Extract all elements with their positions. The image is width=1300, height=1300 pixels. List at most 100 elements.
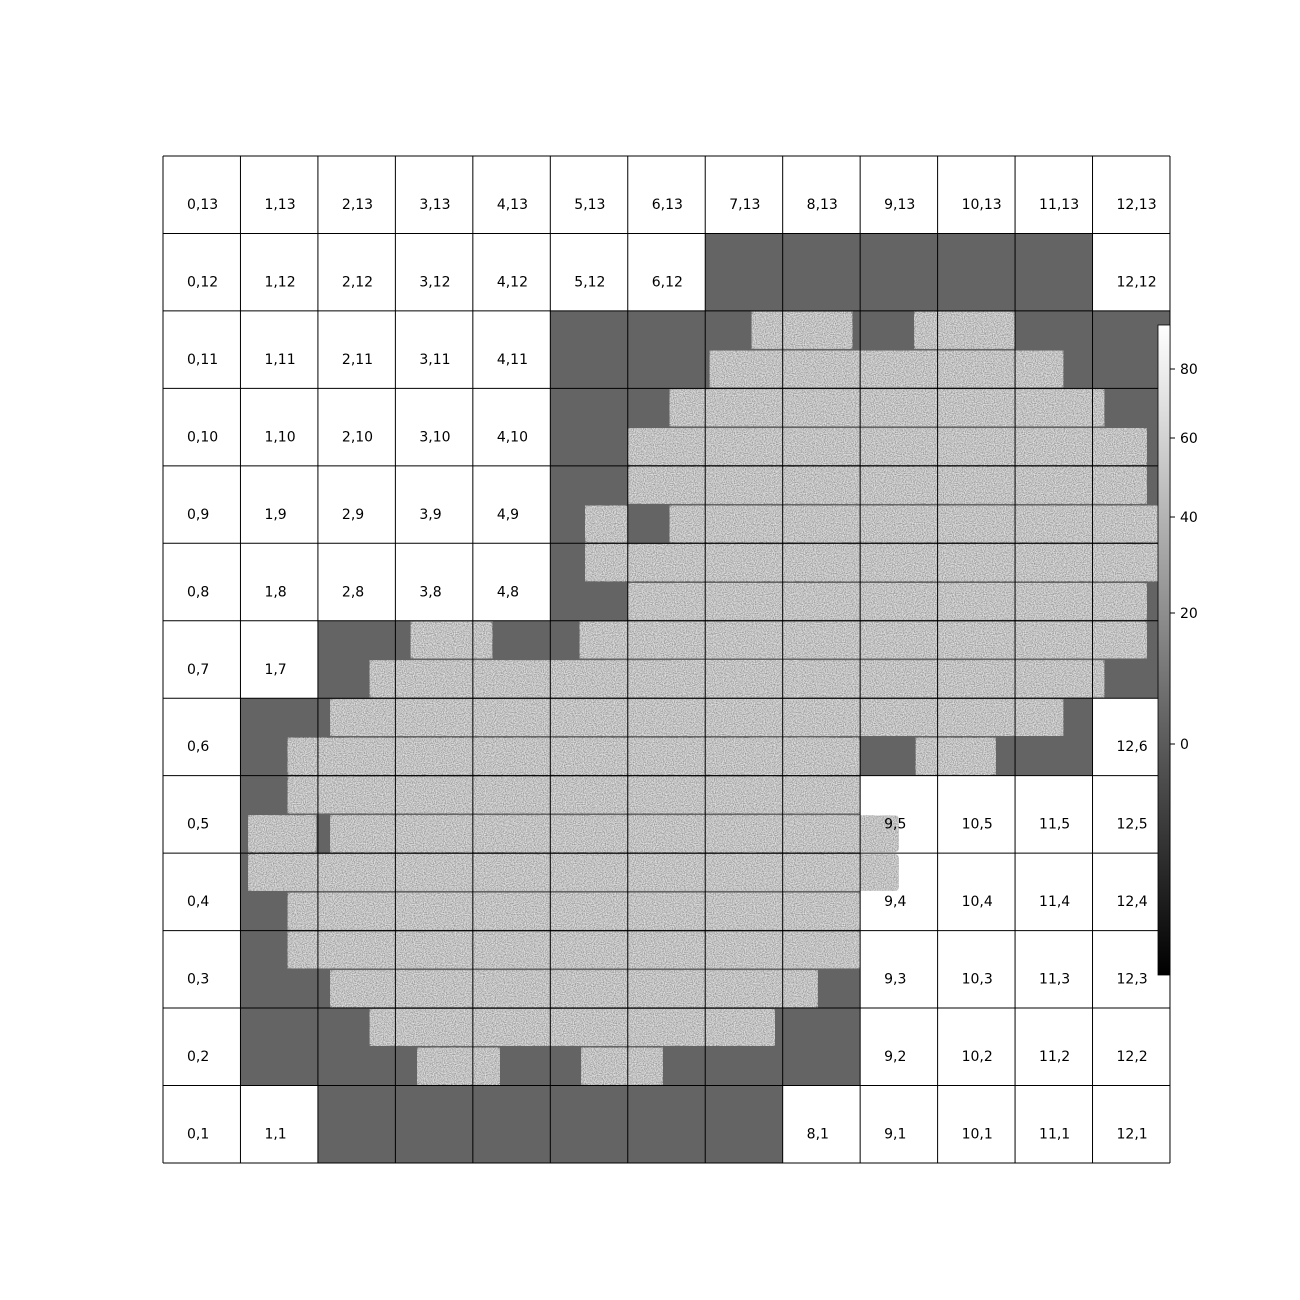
blank-tile [1015, 930, 1093, 1009]
blank-tile [860, 156, 938, 234]
colorbar-ticks: 0 20 40 60 80 [1170, 362, 1198, 753]
blank-tile [1092, 853, 1170, 931]
tile-label: 9,4 [884, 894, 906, 910]
detector-strip [709, 350, 1064, 388]
tile-label: 2,12 [342, 274, 373, 290]
tile-label: 0,9 [187, 507, 209, 523]
tile-labels: 0,13 1,13 2,13 3,13 4,13 5,13 6,13 7,13 8,13 9,13… [187, 197, 1157, 1143]
tile-label: 7,13 [729, 197, 760, 213]
tile-label: 5,13 [574, 197, 605, 213]
tile-label: 12,1 [1117, 1127, 1148, 1143]
detector-strip [330, 699, 841, 736]
detector-strip [417, 1047, 500, 1085]
tile-label: 0,6 [187, 739, 209, 755]
blank-tile [395, 233, 473, 311]
blank-tile [163, 156, 241, 234]
detector-strip [410, 621, 493, 659]
blank-tile [163, 465, 241, 544]
blank-tile [395, 543, 473, 621]
tile-label: 6,12 [652, 274, 683, 290]
blank-tile [472, 543, 551, 621]
detector-strip [627, 621, 1147, 659]
tile-label: 1,12 [264, 274, 295, 290]
tile-label: 0,2 [187, 1049, 209, 1065]
tile-label: 2,11 [342, 352, 373, 368]
blank-tile [860, 930, 938, 1009]
blank-tile [163, 1008, 241, 1086]
tile-label: 3,8 [419, 584, 441, 600]
blank-tile [240, 1085, 318, 1163]
detector-strip [627, 583, 1147, 620]
blank-tile [1015, 156, 1093, 234]
blank-tile [240, 465, 318, 544]
tile-label: 9,2 [884, 1049, 906, 1065]
blank-tile [472, 310, 551, 389]
tile-label: 12,12 [1117, 274, 1157, 290]
blank-tile [163, 698, 241, 776]
tile-label: 11,1 [1039, 1127, 1070, 1143]
tile-label: 10,5 [962, 817, 993, 833]
blank-tile [627, 233, 706, 311]
tile-label: 9,5 [884, 817, 906, 833]
tile-label: 10,4 [962, 894, 993, 910]
tile-label: 12,2 [1117, 1049, 1148, 1065]
tile-label: 12,6 [1117, 739, 1148, 755]
blank-tile [317, 233, 396, 311]
tile-label: 0,12 [187, 274, 218, 290]
blank-tile [1092, 930, 1170, 1009]
tile-label: 3,11 [419, 352, 450, 368]
tile-label: 3,9 [419, 507, 441, 523]
blank-tile [317, 543, 396, 621]
blank-tile [860, 1085, 938, 1163]
tile-label: 0,13 [187, 197, 218, 213]
tile-label: 12,4 [1117, 894, 1148, 910]
tile-label: 0,8 [187, 584, 209, 600]
colorbar-gradient [1157, 324, 1171, 976]
tile-label: 10,3 [962, 972, 993, 988]
blank-tile [1092, 775, 1170, 854]
detector-strip [581, 1047, 663, 1085]
tile-label: 0,7 [187, 662, 209, 678]
blank-tile [240, 543, 318, 621]
blank-tile [1092, 156, 1170, 234]
colorbar-tick-label: 60 [1180, 431, 1198, 447]
blank-tile [163, 310, 241, 389]
tile-label: 0,4 [187, 894, 209, 910]
detector-strip [669, 389, 1105, 427]
tile-label: 9,1 [884, 1127, 906, 1143]
detector-strip [915, 737, 996, 775]
detector-strip [579, 621, 659, 659]
blank-tile [1092, 698, 1170, 776]
tile-label: 1,9 [264, 507, 286, 523]
detector-strip [330, 815, 899, 853]
tile-label: 4,12 [497, 274, 528, 290]
blank-tile [782, 156, 861, 234]
colorbar-tick-label: 0 [1180, 737, 1189, 753]
blank-tile [1015, 775, 1093, 854]
tile-label: 11,4 [1039, 894, 1070, 910]
tile-label: 0,3 [187, 972, 209, 988]
tile-label: 10,13 [962, 197, 1002, 213]
detector-strip [669, 505, 1170, 543]
tile-label: 0,5 [187, 817, 209, 833]
detector-strip [287, 931, 861, 969]
tile-label: 6,13 [652, 197, 683, 213]
tile-label: 10,2 [962, 1049, 993, 1065]
detector-strip [287, 776, 861, 814]
blank-tile [472, 388, 551, 466]
blank-tile [1092, 1085, 1170, 1163]
tile-label: 1,8 [264, 584, 286, 600]
detector-strip [248, 854, 899, 891]
blank-tile [163, 388, 241, 466]
blank-tile [1015, 1085, 1093, 1163]
tile-label: 2,13 [342, 197, 373, 213]
colorbar-tick-label: 80 [1180, 362, 1198, 378]
detector-strip [751, 311, 853, 349]
colorbar: 0 20 40 60 80 [1157, 324, 1198, 976]
blank-tile [550, 233, 628, 311]
tile-label: 12,13 [1117, 197, 1157, 213]
detector-strip [248, 815, 317, 853]
tile-label: 3,10 [419, 429, 450, 445]
tile-label: 3,13 [419, 197, 450, 213]
